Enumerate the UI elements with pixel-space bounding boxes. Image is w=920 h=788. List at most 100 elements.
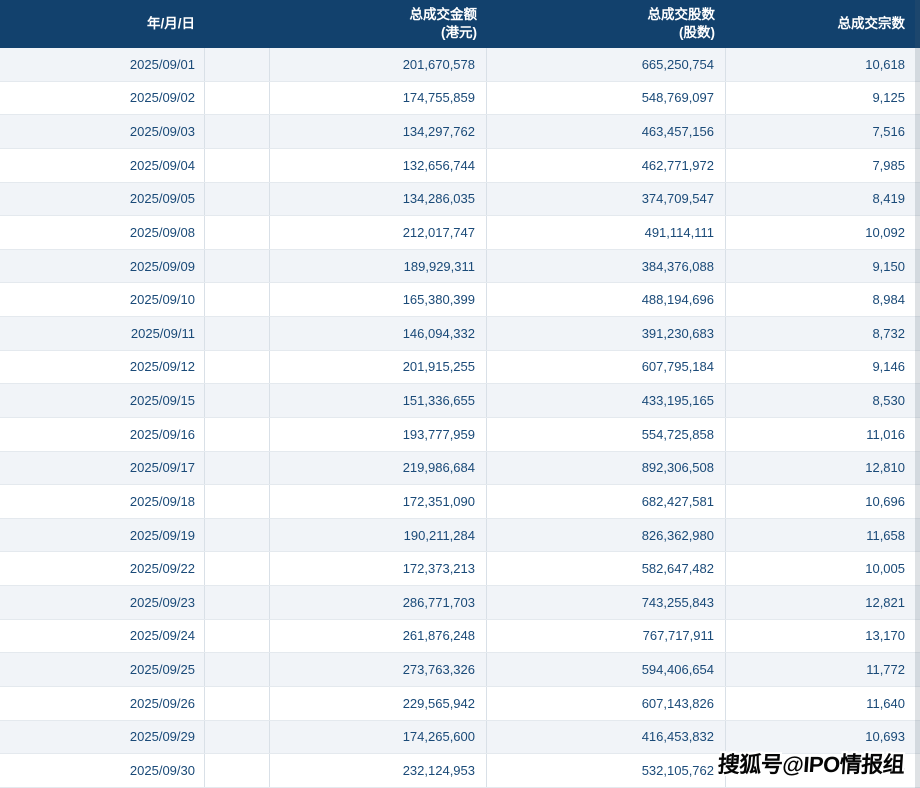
date-cell: 2025/09/22 bbox=[129, 561, 195, 577]
spacer-cell bbox=[204, 148, 270, 182]
turnover-cell: 201,670,578 bbox=[270, 48, 487, 81]
deals-cell: 7,985 bbox=[872, 157, 905, 173]
turnover-cell: 189,929,311 bbox=[270, 249, 487, 283]
date-cell: 2025/09/29 bbox=[129, 729, 195, 745]
date-cell: 2025/09/12 bbox=[129, 359, 195, 375]
table-row: 2025/09/08 212,017,747 491,114,111 10,09… bbox=[0, 216, 920, 250]
deals-cell: 8,530 bbox=[872, 393, 905, 409]
turnover-cell: 172,373,213 bbox=[270, 552, 487, 585]
date-cell: 2025/09/24 bbox=[129, 628, 195, 644]
deals-cell: 11,772 bbox=[866, 662, 905, 678]
table-row: 2025/09/02 174,755,859 548,769,097 9,125 bbox=[0, 81, 920, 116]
shares-cell: 582,647,482 bbox=[487, 552, 726, 585]
spacer-cell bbox=[204, 384, 270, 417]
turnover-cell: 134,297,762 bbox=[270, 115, 487, 148]
date-cell: 2025/09/08 bbox=[129, 224, 195, 240]
spacer-cell bbox=[204, 417, 270, 451]
shares-cell: 488,194,696 bbox=[487, 283, 726, 316]
turnover-cell: 219,986,684 bbox=[270, 451, 487, 485]
date-cell: 2025/09/15 bbox=[129, 393, 195, 409]
date-cell: 2025/09/19 bbox=[129, 527, 195, 543]
date-cell: 2025/09/02 bbox=[129, 90, 195, 106]
table-row: 2025/09/09 189,929,311 384,376,088 9,150 bbox=[0, 249, 920, 284]
spacer-cell bbox=[204, 451, 270, 485]
shares-cell: 384,376,088 bbox=[487, 249, 726, 283]
shares-cell: 682,427,581 bbox=[487, 485, 726, 518]
header-total-shares: 总成交股数 (股数) bbox=[487, 0, 726, 48]
table-row: 2025/09/04 132,656,744 462,771,972 7,985 bbox=[0, 148, 920, 183]
spacer-cell bbox=[204, 586, 270, 619]
deals-cell: 10,696 bbox=[865, 493, 905, 509]
date-cell: 2025/09/03 bbox=[129, 124, 195, 140]
deals-cell: 7,516 bbox=[872, 124, 905, 140]
deals-cell: 11,016 bbox=[866, 426, 905, 442]
turnover-cell: 174,265,600 bbox=[270, 720, 487, 754]
table-row: 2025/09/19 190,211,284 826,362,980 11,65… bbox=[0, 518, 920, 553]
deals-cell: 10,005 bbox=[865, 561, 905, 577]
table-row: 2025/09/23 286,771,703 743,255,843 12,82… bbox=[0, 586, 920, 620]
table-row: 2025/09/12 201,915,255 607,795,184 9,146 bbox=[0, 350, 920, 385]
header-date: 年/月/日 bbox=[0, 0, 204, 48]
turnover-cell: 151,336,655 bbox=[270, 384, 487, 417]
date-cell: 2025/09/11 bbox=[130, 325, 195, 341]
deals-cell: 9,150 bbox=[872, 258, 905, 274]
turnover-cell: 146,094,332 bbox=[270, 317, 487, 350]
table-row: 2025/09/10 165,380,399 488,194,696 8,984 bbox=[0, 283, 920, 317]
date-cell: 2025/09/18 bbox=[129, 493, 195, 509]
date-cell: 2025/09/25 bbox=[129, 662, 195, 678]
date-cell: 2025/09/09 bbox=[129, 258, 195, 274]
header-total-turnover-line2: (港元) bbox=[441, 25, 477, 40]
spacer-cell bbox=[204, 249, 270, 283]
spacer-cell bbox=[204, 686, 270, 720]
table-row: 2025/09/25 273,763,326 594,406,654 11,77… bbox=[0, 653, 920, 687]
spacer-cell bbox=[204, 619, 270, 653]
deals-cell: 12,821 bbox=[865, 594, 905, 610]
shares-cell: 594,406,654 bbox=[487, 653, 726, 686]
date-cell: 2025/09/23 bbox=[129, 594, 195, 610]
deals-cell: 13,170 bbox=[865, 628, 905, 644]
date-cell: 2025/09/30 bbox=[129, 762, 195, 778]
scrollbar-track[interactable] bbox=[915, 0, 920, 788]
turnover-cell: 190,211,284 bbox=[270, 518, 487, 552]
deals-cell: 10,693 bbox=[865, 729, 905, 745]
table-row: 2025/09/29 174,265,600 416,453,832 10,69… bbox=[0, 720, 920, 755]
turnover-cell: 261,876,248 bbox=[270, 619, 487, 653]
spacer-cell bbox=[204, 653, 270, 686]
table-row: 2025/09/17 219,986,684 892,306,508 12,81… bbox=[0, 451, 920, 486]
shares-cell: 892,306,508 bbox=[487, 451, 726, 485]
deals-cell: 10,618 bbox=[865, 56, 905, 72]
spacer-cell bbox=[204, 754, 270, 787]
turnover-cell: 165,380,399 bbox=[270, 283, 487, 316]
date-cell: 2025/09/01 bbox=[129, 56, 195, 72]
table-row: 2025/09/26 229,565,942 607,143,826 11,64… bbox=[0, 686, 920, 721]
shares-cell: 826,362,980 bbox=[487, 518, 726, 552]
table-row: 2025/09/11 146,094,332 391,230,683 8,732 bbox=[0, 317, 920, 351]
turnover-cell: 232,124,953 bbox=[270, 754, 487, 787]
table-row: 2025/09/24 261,876,248 767,717,911 13,17… bbox=[0, 619, 920, 654]
shares-cell: 607,143,826 bbox=[487, 686, 726, 720]
header-total-turnover: 总成交金额 (港元) bbox=[270, 0, 487, 48]
turnover-cell: 273,763,326 bbox=[270, 653, 487, 686]
turnover-cell: 174,755,859 bbox=[270, 81, 487, 115]
shares-cell: 374,709,547 bbox=[487, 182, 726, 216]
turnover-cell: 193,777,959 bbox=[270, 417, 487, 451]
table-row: 2025/09/18 172,351,090 682,427,581 10,69… bbox=[0, 485, 920, 519]
table-row: 2025/09/16 193,777,959 554,725,858 11,01… bbox=[0, 417, 920, 452]
deals-cell: 11,640 bbox=[866, 695, 905, 711]
deals-cell: 9,146 bbox=[872, 359, 905, 375]
date-cell: 2025/09/04 bbox=[129, 157, 195, 173]
table-header-row: 年/月/日 总成交金额 (港元) 总成交股数 (股数) 总成交宗数 bbox=[0, 0, 920, 48]
header-total-turnover-line1: 总成交金额 bbox=[409, 7, 478, 22]
turnover-cell: 212,017,747 bbox=[270, 216, 487, 249]
date-cell: 2025/09/17 bbox=[129, 460, 195, 476]
deals-cell: 8,732 bbox=[872, 325, 905, 341]
table-row: 2025/09/01 201,670,578 665,250,754 10,61… bbox=[0, 48, 920, 82]
turnover-cell: 134,286,035 bbox=[270, 182, 487, 216]
deals-cell: 8,984 bbox=[872, 292, 905, 308]
spacer-cell bbox=[204, 48, 270, 81]
shares-cell: 433,195,165 bbox=[487, 384, 726, 417]
table-row: 2025/09/03 134,297,762 463,457,156 7,516 bbox=[0, 115, 920, 149]
shares-cell: 607,795,184 bbox=[487, 350, 726, 384]
spacer-cell bbox=[204, 720, 270, 754]
